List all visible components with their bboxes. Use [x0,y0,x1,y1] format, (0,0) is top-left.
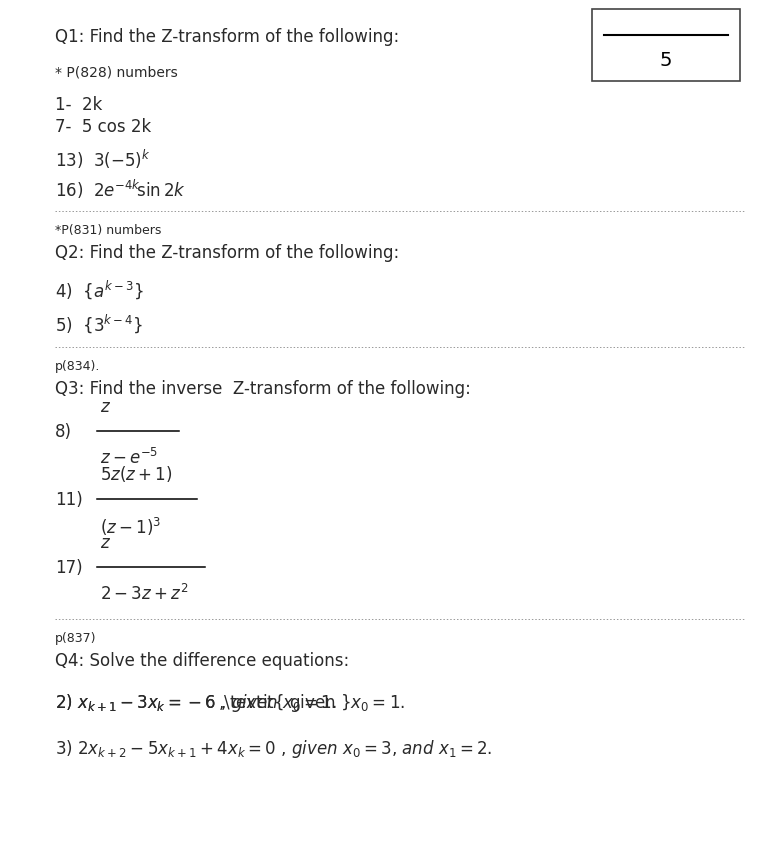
Text: 3) $2x_{k+2} - 5x_{k+1} + 4x_k = 0$ , $given$ $x_0 = 3$, $and$ $x_1 = 2.$: 3) $2x_{k+2} - 5x_{k+1} + 4x_k = 0$ , $g… [55,737,492,759]
Text: Q3: Find the inverse  Z-transform of the following:: Q3: Find the inverse Z-transform of the … [55,380,471,398]
Text: 2) $x_{k+1} - 3x_k = -6$ , $given$ $x_0 = 1.$: 2) $x_{k+1} - 3x_k = -6$ , $given$ $x_0 … [55,691,337,713]
Text: 4)  $\{a^{k-3}\}$: 4) $\{a^{k-3}\}$ [55,278,144,300]
Text: $2 - 3z + z^2$: $2 - 3z + z^2$ [100,583,188,604]
Text: 8): 8) [55,423,72,441]
Text: p(837): p(837) [55,631,96,644]
Text: Q1: Find the Z-transform of the following:: Q1: Find the Z-transform of the followin… [55,28,399,46]
Text: 16)  $2e^{-4k}\!\sin 2k$: 16) $2e^{-4k}\!\sin 2k$ [55,177,186,201]
Text: $(z - 1)^3$: $(z - 1)^3$ [100,516,161,537]
Text: * P(828) numbers: * P(828) numbers [55,65,177,79]
Text: p(834).: p(834). [55,360,100,373]
Text: $5z(z + 1)$: $5z(z + 1)$ [100,463,173,483]
Text: Q4: Solve the difference equations:: Q4: Solve the difference equations: [55,651,349,669]
Text: 7-  5 cos 2k: 7- 5 cos 2k [55,118,151,136]
Text: $z$: $z$ [100,533,111,551]
Text: $z - e^{-5}$: $z - e^{-5}$ [100,448,159,468]
Text: 13)  $3(-5)^k$: 13) $3(-5)^k$ [55,148,151,171]
Text: 11): 11) [55,491,82,508]
Text: Q2: Find the Z-transform of the following:: Q2: Find the Z-transform of the followin… [55,244,399,262]
Text: 5)  $\{3^{k-4}\}$: 5) $\{3^{k-4}\}$ [55,312,143,334]
Text: 5: 5 [660,51,672,70]
Bar [592,10,740,82]
Text: 2) $x_{k+1} - 3x_k = -6\,$,\textit{ given }$x_0 = 1.$: 2) $x_{k+1} - 3x_k = -6\,$,\textit{ give… [55,691,405,713]
Text: *P(831) numbers: *P(831) numbers [55,224,161,237]
Text: 1-  2k: 1- 2k [55,96,103,114]
Text: 17): 17) [55,558,82,576]
Text: $z$: $z$ [100,398,111,416]
